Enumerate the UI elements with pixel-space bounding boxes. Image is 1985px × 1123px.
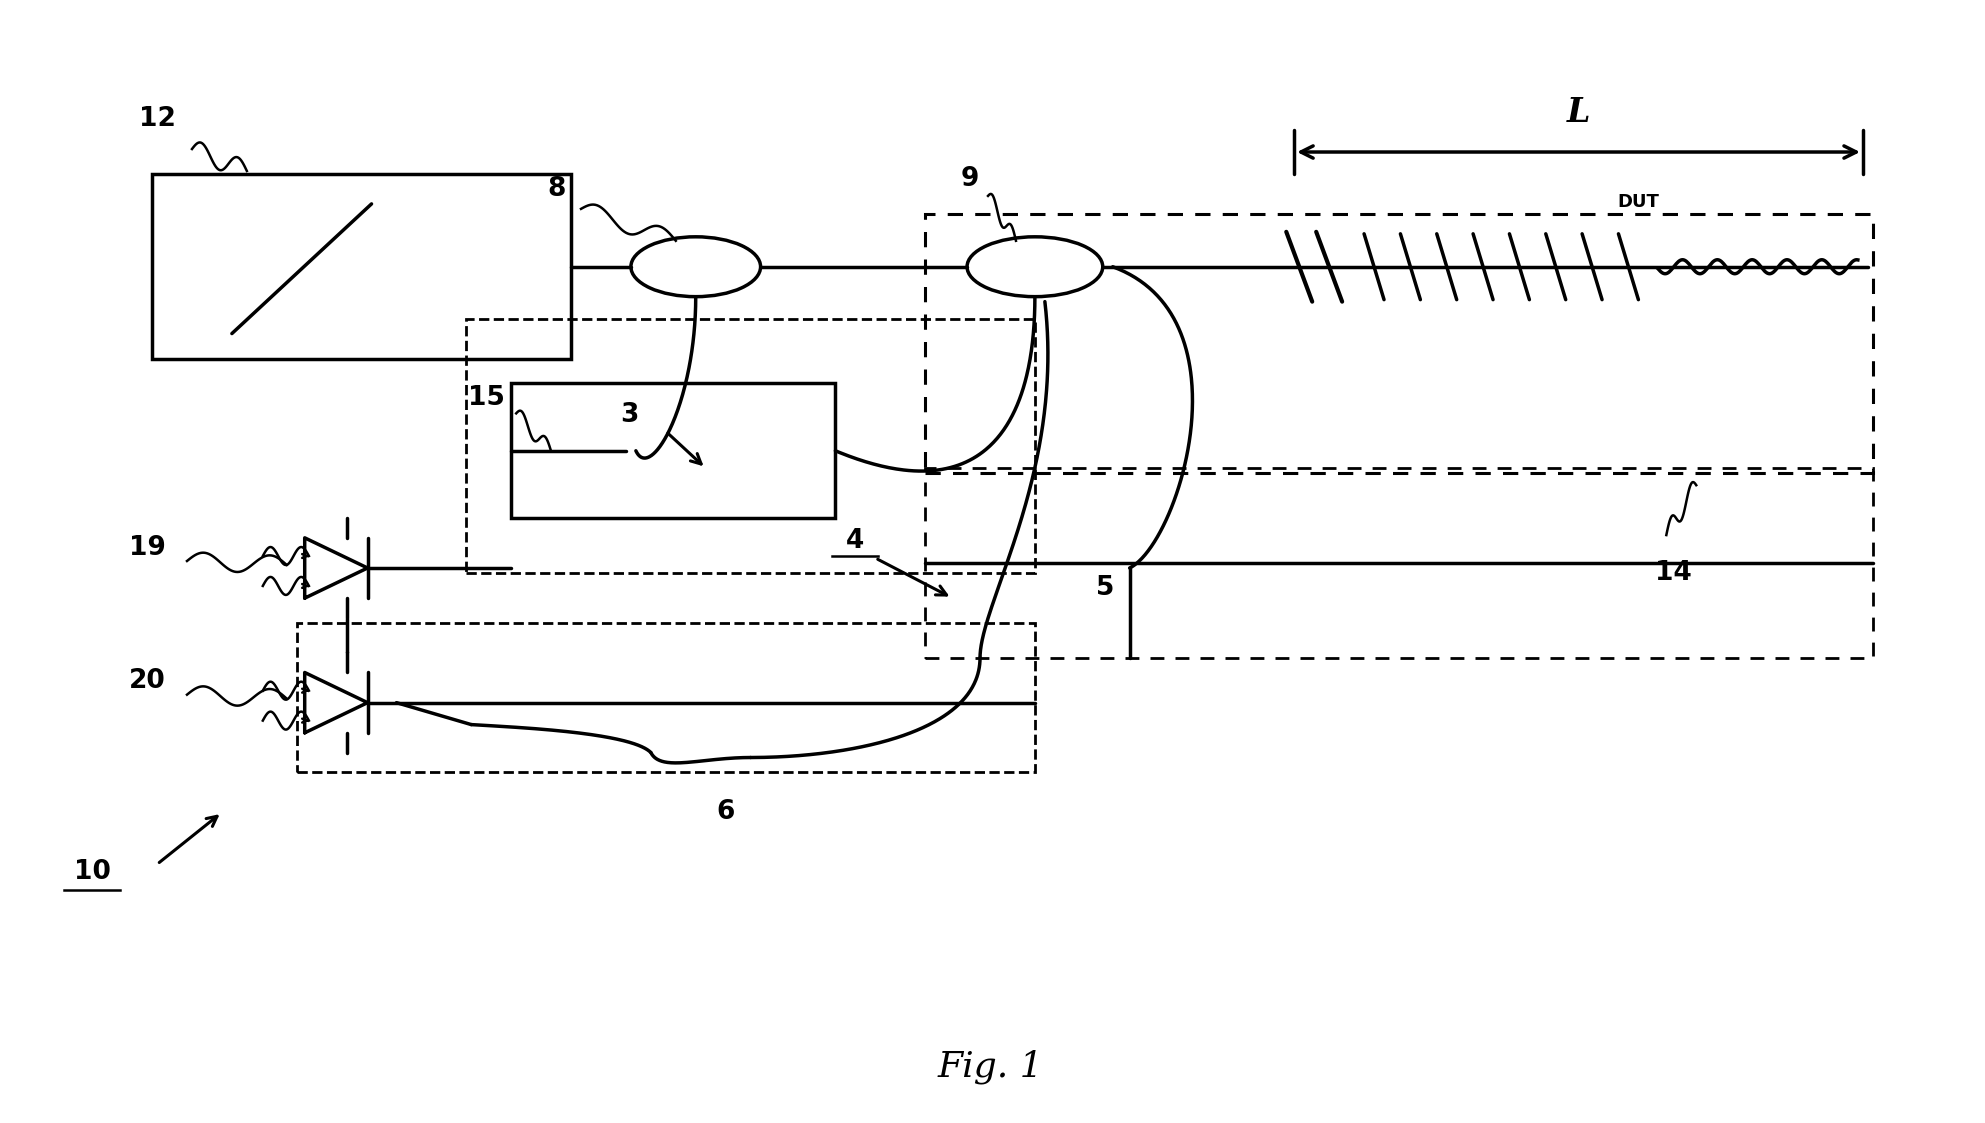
Bar: [153, 174, 572, 358]
Bar: [925, 213, 1872, 473]
Bar: [296, 623, 1034, 773]
Text: 6: 6: [717, 800, 734, 825]
Text: 12: 12: [139, 106, 175, 133]
Text: 4: 4: [846, 528, 863, 554]
Bar: [466, 319, 1034, 573]
Text: 19: 19: [129, 535, 165, 562]
Text: Fig. 1: Fig. 1: [937, 1050, 1042, 1084]
Text: 9: 9: [961, 166, 979, 192]
Text: 14: 14: [1655, 560, 1691, 586]
Text: 5: 5: [1096, 575, 1114, 601]
Text: 20: 20: [129, 668, 165, 694]
Text: 8: 8: [548, 176, 566, 202]
Text: 3: 3: [619, 402, 637, 428]
Ellipse shape: [631, 237, 760, 296]
Ellipse shape: [967, 237, 1104, 296]
Bar: [925, 468, 1872, 658]
Text: 15: 15: [468, 385, 504, 411]
Text: L: L: [1566, 95, 1590, 129]
Bar: [512, 383, 836, 518]
Text: 10: 10: [73, 859, 111, 885]
Text: DUT: DUT: [1618, 193, 1659, 211]
